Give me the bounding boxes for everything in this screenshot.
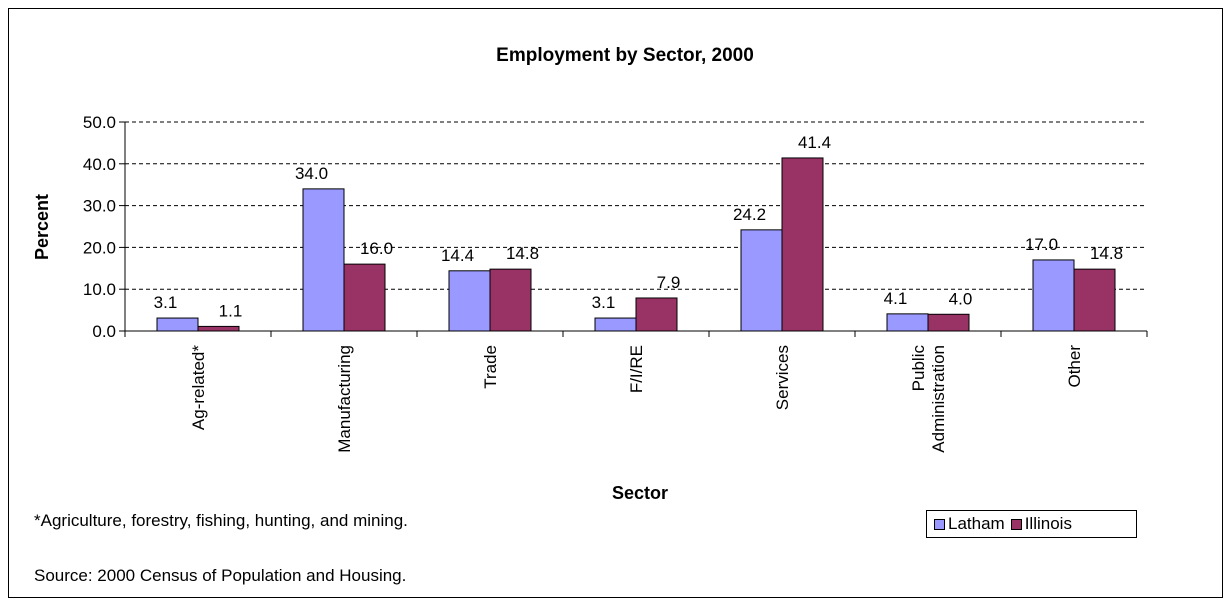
data-label: 3.1 [592,293,616,312]
bar-illinois [635,297,678,332]
y-tick-label: 10.0 [83,280,116,299]
x-tick-label: Services [773,345,792,410]
bar-illinois [781,157,824,332]
gridlines [125,121,1147,290]
data-label: 4.1 [884,289,908,308]
bar-latham [156,317,199,332]
bar-illinois [197,325,240,332]
legend-label-latham: Latham [948,514,1005,533]
bars [156,157,1116,332]
chart-title: Employment by Sector, 2000 [496,45,754,66]
legend-item-latham: Latham [934,514,1005,534]
data-label: 41.4 [798,133,831,152]
legend-swatch-latham [934,518,945,530]
footnote: *Agriculture, forestry, fishing, hunting… [34,511,408,530]
bar-latham [594,317,637,332]
y-axis-title: Percent [32,194,52,260]
bar-latham [302,188,345,332]
x-axis-title: Sector [612,483,668,503]
legend-item-illinois: Illinois [1010,514,1072,534]
x-tick-label: Manufacturing [335,345,354,453]
y-tick-label: 0.0 [92,322,116,341]
bar-latham [740,229,783,332]
x-tick-label: F/I/RE [627,345,646,393]
x-tick-label: Ag-related* [189,345,208,430]
data-label: 14.8 [506,244,539,263]
data-label: 34.0 [295,164,328,183]
bar-latham [448,270,491,332]
data-label: 16.0 [360,239,393,258]
bar-illinois [1073,268,1116,332]
bar-latham [1032,259,1075,332]
data-label: 17.0 [1025,235,1058,254]
legend-swatch-illinois [1010,518,1022,530]
bar-illinois [927,313,970,332]
axes: 0.0 10.0 20.0 30.0 40.0 50.0 Ag-related* Manufa… [83,113,1148,453]
bar-illinois [343,263,386,332]
y-tick-label: 40.0 [83,155,116,174]
data-label: 1.1 [219,301,243,320]
chart-frame [8,8,1223,598]
x-tick-label: Trade [481,345,500,389]
data-labels: 3.1 1.1 34.0 16.0 14.4 14.8 3.1 7.9 24.2 41.4 4.1 4… [154,133,1123,320]
data-label: 3.1 [154,293,178,312]
data-label: 24.2 [733,205,766,224]
y-tick-label: 30.0 [83,197,116,216]
x-tick-label: Public [909,345,928,392]
data-label: 14.4 [441,246,474,265]
data-label: 7.9 [657,273,681,292]
legend: Latham Illinois [926,510,1137,538]
bar-latham [886,313,929,332]
data-label: 14.8 [1090,244,1123,263]
x-tick-label: Other [1065,345,1084,388]
x-tick-label: Administration [929,345,948,453]
y-tick-label: 20.0 [83,238,116,257]
bar-illinois [489,268,532,332]
data-label: 4.0 [949,289,973,308]
y-tick-label: 50.0 [83,113,116,132]
legend-label-illinois: Illinois [1024,514,1072,533]
source-note: Source: 2000 Census of Population and Ho… [34,566,407,585]
